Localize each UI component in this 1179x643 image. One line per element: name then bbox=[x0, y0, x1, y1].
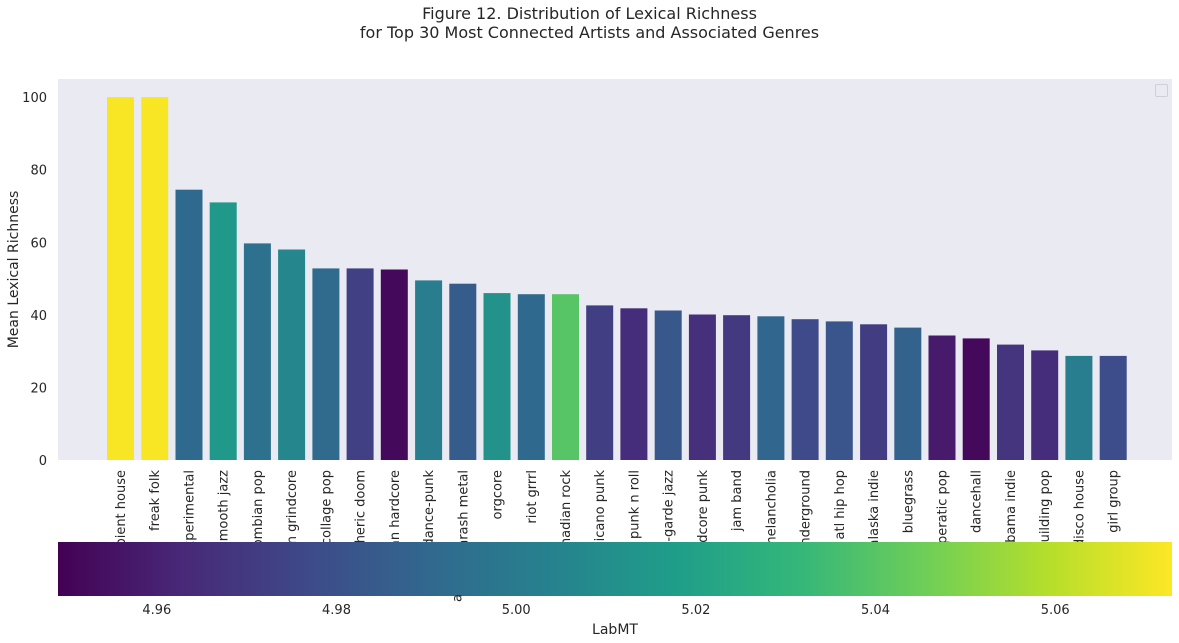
x-tick-label: girl group bbox=[1107, 470, 1122, 533]
x-tick-label: building pop bbox=[1038, 470, 1053, 551]
bar-smooth-jazz bbox=[209, 202, 237, 460]
bar-dance-punk bbox=[415, 280, 443, 460]
bar-operatic-pop bbox=[928, 335, 956, 460]
empty-legend bbox=[1155, 84, 1168, 97]
x-tick-label: orgcore bbox=[491, 470, 506, 519]
bar-experimental bbox=[175, 189, 203, 460]
x-tick-label: disco house bbox=[1072, 470, 1087, 547]
colorbar-tick-label: 5.06 bbox=[1041, 603, 1070, 618]
y-tick-label: 100 bbox=[22, 91, 47, 106]
x-tick-label: hicano punk bbox=[593, 470, 608, 550]
x-tick-label: abama indie bbox=[1004, 470, 1019, 551]
x-tick-label: riot grrrl bbox=[525, 470, 540, 524]
x-tick-label: an hardcore bbox=[388, 470, 403, 548]
bar-atmospheric-doom bbox=[346, 268, 374, 460]
x-tick-label: bluegrass bbox=[901, 470, 916, 533]
x-tick-label: experimental bbox=[183, 470, 198, 556]
x-tick-label: anadian rock bbox=[559, 470, 574, 555]
x-tick-label: melancholia bbox=[764, 470, 779, 549]
bar-girl-group bbox=[1099, 355, 1127, 460]
colorbar-label: LabMT bbox=[592, 622, 638, 638]
x-tick-label: dancehall bbox=[970, 470, 985, 533]
y-tick-label: 20 bbox=[30, 381, 47, 396]
bar-dancehall bbox=[962, 338, 990, 460]
bar-hardcore-punk bbox=[688, 314, 716, 460]
bar-alabama-indie bbox=[997, 344, 1024, 460]
x-tick-label: smooth jazz bbox=[217, 470, 232, 548]
bar-ambient-house bbox=[107, 97, 134, 460]
x-tick-label: an grindcore bbox=[285, 470, 300, 552]
bar-bluegrass bbox=[894, 327, 922, 460]
bar-canadian-rock bbox=[552, 294, 579, 460]
x-tick-label: jam band bbox=[730, 470, 745, 532]
x-tick-label: underground bbox=[799, 470, 814, 554]
x-tick-label: atl hip hop bbox=[833, 470, 848, 540]
x-tick-label: collage pop bbox=[319, 470, 334, 545]
colorbar bbox=[58, 542, 1172, 596]
colorbar-tick-label: 4.98 bbox=[322, 603, 351, 618]
bar-freak-folk bbox=[141, 97, 169, 460]
colorbar-tick-label: 5.00 bbox=[502, 603, 531, 618]
y-tick-label: 60 bbox=[30, 236, 47, 251]
x-tick-label: lombian pop bbox=[251, 470, 266, 551]
bar-building-pop bbox=[1031, 350, 1059, 460]
colorbar-tick-label: 4.96 bbox=[142, 603, 171, 618]
y-tick-label: 40 bbox=[30, 309, 47, 324]
bar-disco-house bbox=[1065, 355, 1093, 460]
bar-italian-hardcore bbox=[380, 269, 408, 460]
bar-atl-hip-hop bbox=[825, 321, 853, 460]
x-tick-label: operatic pop bbox=[936, 470, 951, 552]
bar-colombian-pop bbox=[243, 243, 271, 460]
bar-thrash-metal bbox=[449, 283, 477, 460]
bar-brazilian-grindcore bbox=[278, 249, 306, 460]
chart-title-line-1: Figure 12. Distribution of Lexical Richn… bbox=[422, 4, 757, 23]
colorbar-tick-label: 5.04 bbox=[861, 603, 890, 618]
bar-avant-garde-jazz bbox=[654, 310, 682, 460]
x-tick-label: thrash metal bbox=[456, 470, 471, 553]
bar-riot-grrrl bbox=[517, 294, 545, 460]
x-tick-label: dance-punk bbox=[422, 470, 437, 547]
x-axis-ticks: mbient house freak folk experimental smooth… bbox=[114, 470, 1122, 560]
colorbar-stray-text: a bbox=[451, 594, 466, 602]
x-tick-label: alaska indie bbox=[867, 470, 882, 547]
bar-jam-band bbox=[723, 315, 751, 460]
x-tick-label: spheric doom bbox=[354, 470, 369, 558]
bar-punk-n-roll bbox=[620, 308, 648, 460]
y-axis-ticks: 0 20 40 60 80 100 bbox=[22, 91, 47, 469]
y-tick-label: 0 bbox=[39, 454, 47, 469]
bar-melancholia bbox=[757, 316, 785, 460]
x-tick-label: mbient house bbox=[114, 470, 129, 559]
x-tick-label: freak folk bbox=[148, 470, 163, 531]
x-tick-label: nt-garde jazz bbox=[662, 470, 677, 555]
bar-chicano-punk bbox=[586, 305, 614, 460]
bar-underground bbox=[791, 319, 819, 460]
chart-title-line-2: for Top 30 Most Connected Artists and As… bbox=[359, 23, 820, 42]
colorbar-ticks: 4.96 4.98 5.00 5.02 5.04 5.06 bbox=[142, 603, 1069, 618]
bars-group bbox=[107, 97, 1127, 460]
bar-collage-pop bbox=[312, 268, 340, 460]
y-axis-label: Mean Lexical Richness bbox=[6, 191, 22, 349]
bar-alaska-indie bbox=[860, 324, 888, 460]
colorbar-tick-label: 5.02 bbox=[681, 603, 710, 618]
bar-orgcore bbox=[483, 293, 511, 460]
y-tick-label: 80 bbox=[30, 164, 47, 179]
x-tick-label: punk n roll bbox=[627, 470, 642, 539]
x-tick-label: rdcore punk bbox=[696, 470, 711, 548]
